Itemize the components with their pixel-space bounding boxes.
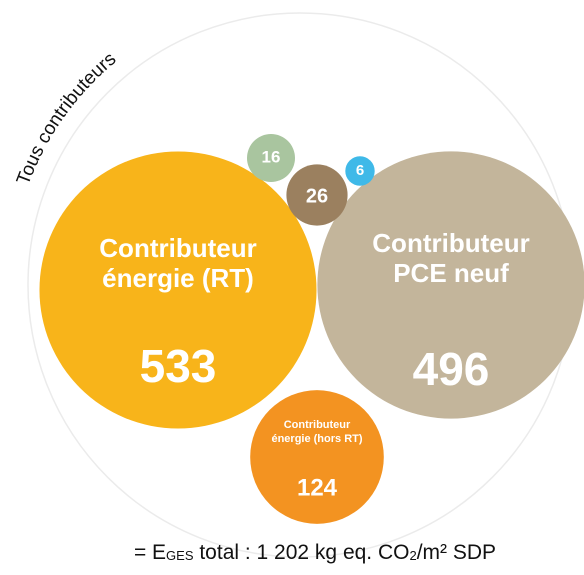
- bubble: [345, 156, 375, 186]
- value-label: 124: [297, 474, 338, 501]
- bubble: [247, 134, 295, 182]
- footer-part: total : 1 202 kg eq. CO: [194, 541, 410, 564]
- group-label-path: Tous contributeurs: [13, 49, 120, 188]
- footer: = EGES total : 1 202 kg eq. CO2/m² SDP: [134, 541, 496, 564]
- bubble-label: Contributeur: [284, 419, 351, 431]
- value-label: 26: [306, 185, 328, 207]
- bubble: [250, 390, 384, 524]
- bubble-label: Contributeur: [372, 228, 529, 258]
- bubble: [286, 164, 348, 226]
- value-label: 6: [356, 162, 364, 179]
- bubble: [317, 151, 584, 419]
- bubble-label: Contributeur: [99, 233, 256, 263]
- footer-part: /m² SDP: [417, 541, 496, 564]
- footer-part: = E: [134, 541, 166, 564]
- value-label: 533: [140, 340, 217, 392]
- footer-sub: 2: [409, 548, 416, 563]
- bubble-label: PCE neuf: [393, 258, 509, 288]
- bubble: [39, 151, 317, 429]
- bubble-label: énergie (RT): [102, 263, 254, 293]
- group-label: Tous contributeurs: [13, 49, 120, 188]
- value-label: 16: [262, 147, 281, 166]
- bubble-label: énergie (hors RT): [271, 433, 362, 445]
- value-label: 496: [413, 343, 490, 395]
- footer-sub: GES: [166, 548, 194, 563]
